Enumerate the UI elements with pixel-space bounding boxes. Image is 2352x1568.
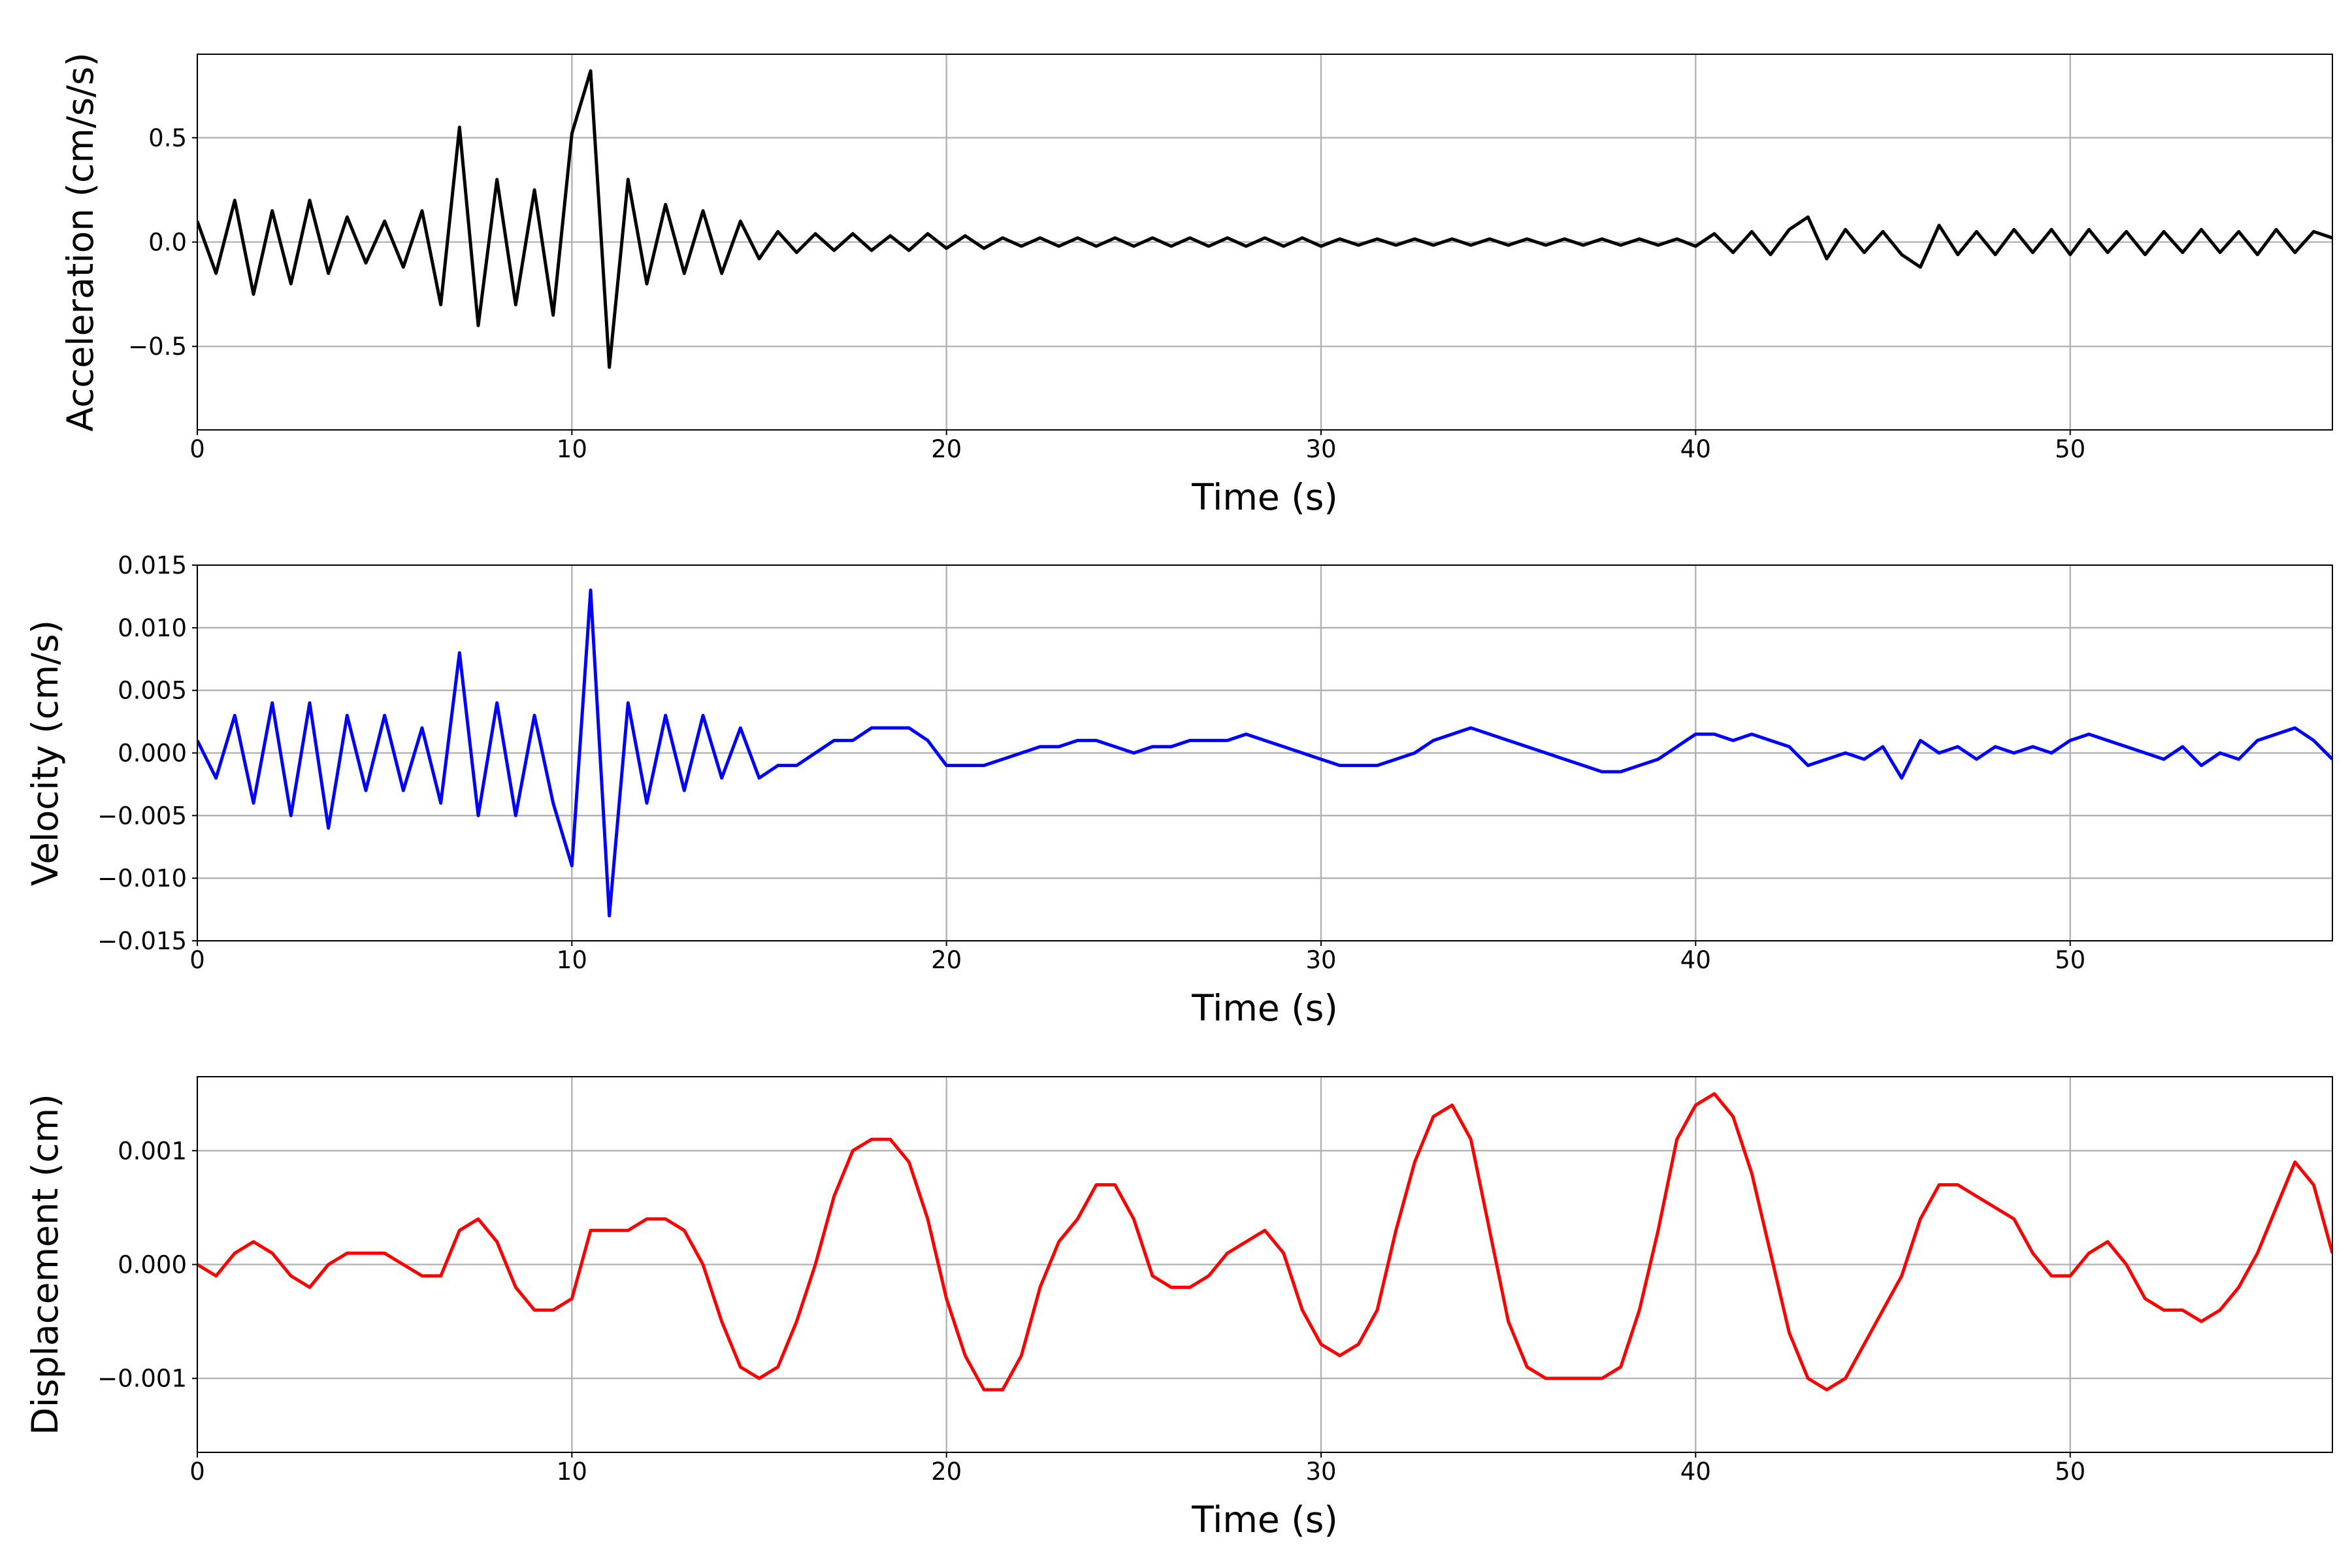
y-tick-label: 0.000 [118,740,187,768]
y-axis-label: Displacement (cm) [24,1094,66,1435]
x-tick-label: 10 [557,435,587,463]
axes-frame [197,564,2333,941]
x-tick-label: 40 [1680,1458,1711,1486]
x-tick-label: 30 [1305,946,1336,974]
y-tick-label: −0.015 [97,927,187,955]
x-tick-label: 0 [189,435,205,463]
x-tick-label: 10 [557,1458,587,1486]
y-tick-label: −0.010 [97,864,187,892]
y-tick-label: 0.000 [118,1251,187,1279]
x-tick-label: 40 [1680,946,1711,974]
x-tick-label: 20 [931,946,962,974]
x-tick-label: 40 [1680,435,1711,463]
x-tick-label: 30 [1305,435,1336,463]
y-tick-label: 0.5 [148,124,187,152]
x-axis-label: Time (s) [1191,1499,1338,1541]
x-axis-label: Time (s) [1191,476,1338,518]
y-tick-label: −0.005 [97,802,187,830]
data-line [197,588,2332,918]
axes-frame [197,1076,2333,1453]
y-tick-label: −0.5 [128,333,187,361]
y-tick-label: 0.001 [118,1137,187,1165]
axes-frame [197,54,2333,431]
y-axis-label: Velocity (cm/s) [24,620,66,886]
x-tick-label: 0 [189,1458,205,1486]
y-tick-label: 0.005 [118,677,187,705]
x-tick-label: 0 [189,946,205,974]
y-tick-label: 0.0 [148,229,187,257]
x-tick-label: 50 [2055,946,2085,974]
x-tick-label: 50 [2055,1458,2085,1486]
x-tick-label: 10 [557,946,587,974]
x-tick-label: 20 [931,1458,962,1486]
y-tick-label: 0.010 [118,614,187,642]
data-line [197,1092,2332,1392]
y-tick-label: 0.015 [118,551,187,580]
x-tick-label: 20 [931,435,962,463]
y-axis-label: Acceleration (cm/s/s) [59,52,101,431]
x-tick-label: 50 [2055,435,2085,463]
y-tick-label: −0.001 [97,1365,187,1393]
x-tick-label: 30 [1305,1458,1336,1486]
x-axis-label: Time (s) [1191,987,1338,1029]
data-line [197,69,2332,369]
